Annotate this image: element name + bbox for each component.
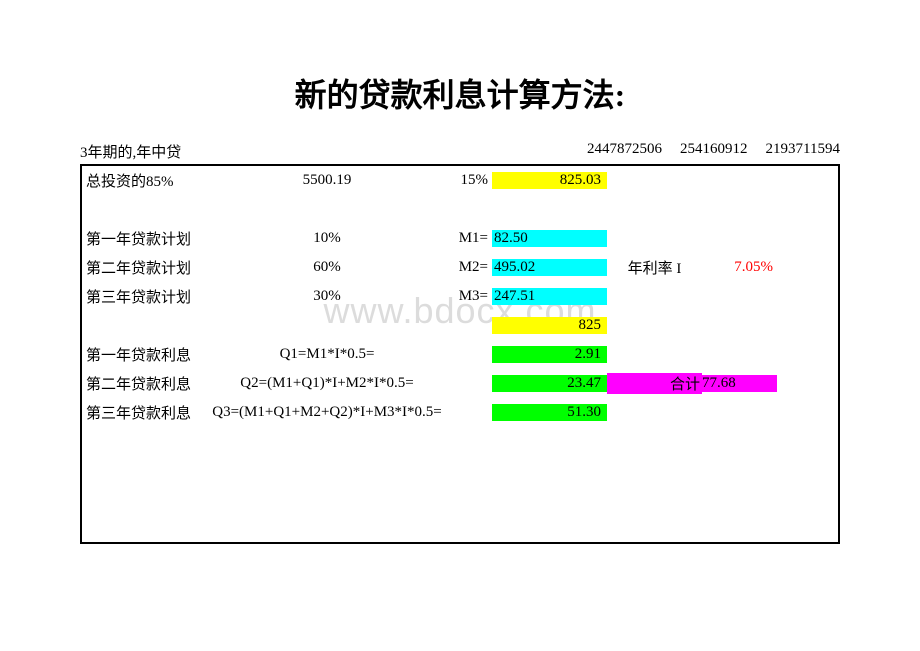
y3-plan-result: 247.51 <box>492 288 607 305</box>
header-num3: 2193711594 <box>766 141 840 162</box>
y1-plan-label: 第一年贷款计划 <box>82 228 212 249</box>
year3-interest-row: 第三年贷款利息 Q3=(M1+Q1+M2+Q2)*I+M3*I*0.5= 51.… <box>82 398 838 427</box>
y3-interest-result: 51.30 <box>492 404 607 421</box>
y3-formula: Q3=(M1+Q1+M2+Q2)*I+M3*I*0.5= <box>212 404 442 421</box>
year1-plan-row: 第一年贷款计划 10% M1= 82.50 <box>82 224 838 253</box>
total-value: 77.68 <box>702 375 777 392</box>
term-label: 3年期的,年中贷 <box>80 141 587 162</box>
investment-percent: 15% <box>442 172 492 189</box>
y2-plan-value: 60% <box>212 259 442 276</box>
y1-plan-result: 82.50 <box>492 230 607 247</box>
y2-interest-label: 第二年贷款利息 <box>82 373 212 394</box>
investment-result: 825.03 <box>492 172 607 189</box>
y3-var: M3= <box>442 288 492 305</box>
rate-label: 年利率 I <box>607 257 702 278</box>
rate-value: 7.05% <box>702 259 777 276</box>
header-row: 3年期的,年中贷 2447872506 254160912 2193711594 <box>80 141 840 162</box>
sum-value: 825 <box>492 317 607 334</box>
y2-plan-result: 495.02 <box>492 259 607 276</box>
bottom-spacer <box>82 427 838 542</box>
investment-label: 总投资的85% <box>82 170 212 191</box>
spacer <box>82 195 838 224</box>
y3-plan-label: 第三年贷款计划 <box>82 286 212 307</box>
total-label: 合计 <box>607 373 702 394</box>
sum-row: 825 <box>82 311 838 340</box>
year2-interest-row: 第二年贷款利息 Q2=(M1+Q1)*I+M2*I*0.5= 23.47 合计 … <box>82 369 838 398</box>
investment-value: 5500.19 <box>212 172 442 189</box>
investment-row: 总投资的85% 5500.19 15% 825.03 <box>82 166 838 195</box>
y1-plan-value: 10% <box>212 230 442 247</box>
y1-formula: Q1=M1*I*0.5= <box>212 346 442 363</box>
header-num2: 254160912 <box>680 141 748 162</box>
header-num1: 2447872506 <box>587 141 662 162</box>
y3-interest-label: 第三年贷款利息 <box>82 402 212 423</box>
page-title: 新的贷款利息计算方法: <box>0 0 920 141</box>
y2-plan-label: 第二年贷款计划 <box>82 257 212 278</box>
calculation-table: 总投资的85% 5500.19 15% 825.03 第一年贷款计划 10% M… <box>80 164 840 544</box>
y1-var: M1= <box>442 230 492 247</box>
y1-interest-result: 2.91 <box>492 346 607 363</box>
year3-plan-row: 第三年贷款计划 30% M3= 247.51 <box>82 282 838 311</box>
year1-interest-row: 第一年贷款利息 Q1=M1*I*0.5= 2.91 <box>82 340 838 369</box>
header-numbers: 2447872506 254160912 2193711594 <box>587 141 840 162</box>
y3-plan-value: 30% <box>212 288 442 305</box>
year2-plan-row: 第二年贷款计划 60% M2= 495.02 年利率 I 7.05% <box>82 253 838 282</box>
y2-interest-result: 23.47 <box>492 375 607 392</box>
y2-var: M2= <box>442 259 492 276</box>
y2-formula: Q2=(M1+Q1)*I+M2*I*0.5= <box>212 375 442 392</box>
y1-interest-label: 第一年贷款利息 <box>82 344 212 365</box>
